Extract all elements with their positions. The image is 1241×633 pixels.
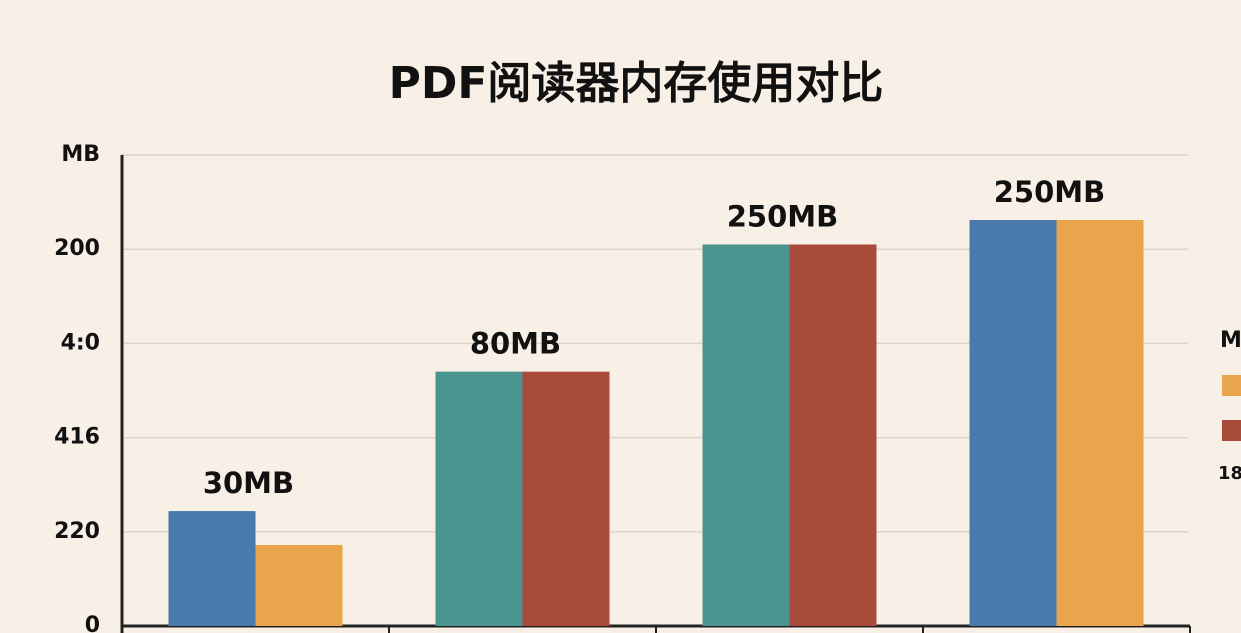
y-tick-label: 220	[54, 519, 100, 544]
legend-swatch	[1222, 420, 1241, 441]
bar	[522, 371, 610, 626]
bar	[969, 219, 1057, 627]
y-tick-label: 200	[54, 236, 100, 261]
legend-title: M	[1220, 328, 1241, 353]
y-tick-label: 0	[85, 613, 100, 633]
legend-footer: 18	[1218, 463, 1241, 484]
bar	[255, 544, 343, 626]
bar-annotation: 250MB	[994, 175, 1106, 209]
bar-annotation: 80MB	[470, 327, 561, 361]
y-tick-label: 416	[54, 425, 100, 450]
bar	[1056, 219, 1144, 627]
y-tick-label: 4:0	[61, 330, 100, 355]
bar	[702, 244, 790, 627]
bar-annotation: 250MB	[727, 199, 839, 233]
bar	[168, 511, 256, 626]
bar	[789, 244, 877, 627]
bar	[435, 371, 523, 626]
chart-title: PDF阅读器内存使用对比	[389, 58, 884, 109]
legend-swatch	[1222, 375, 1241, 396]
bar-annotation: 30MB	[203, 466, 294, 500]
y-tick-label: MB	[61, 142, 100, 167]
